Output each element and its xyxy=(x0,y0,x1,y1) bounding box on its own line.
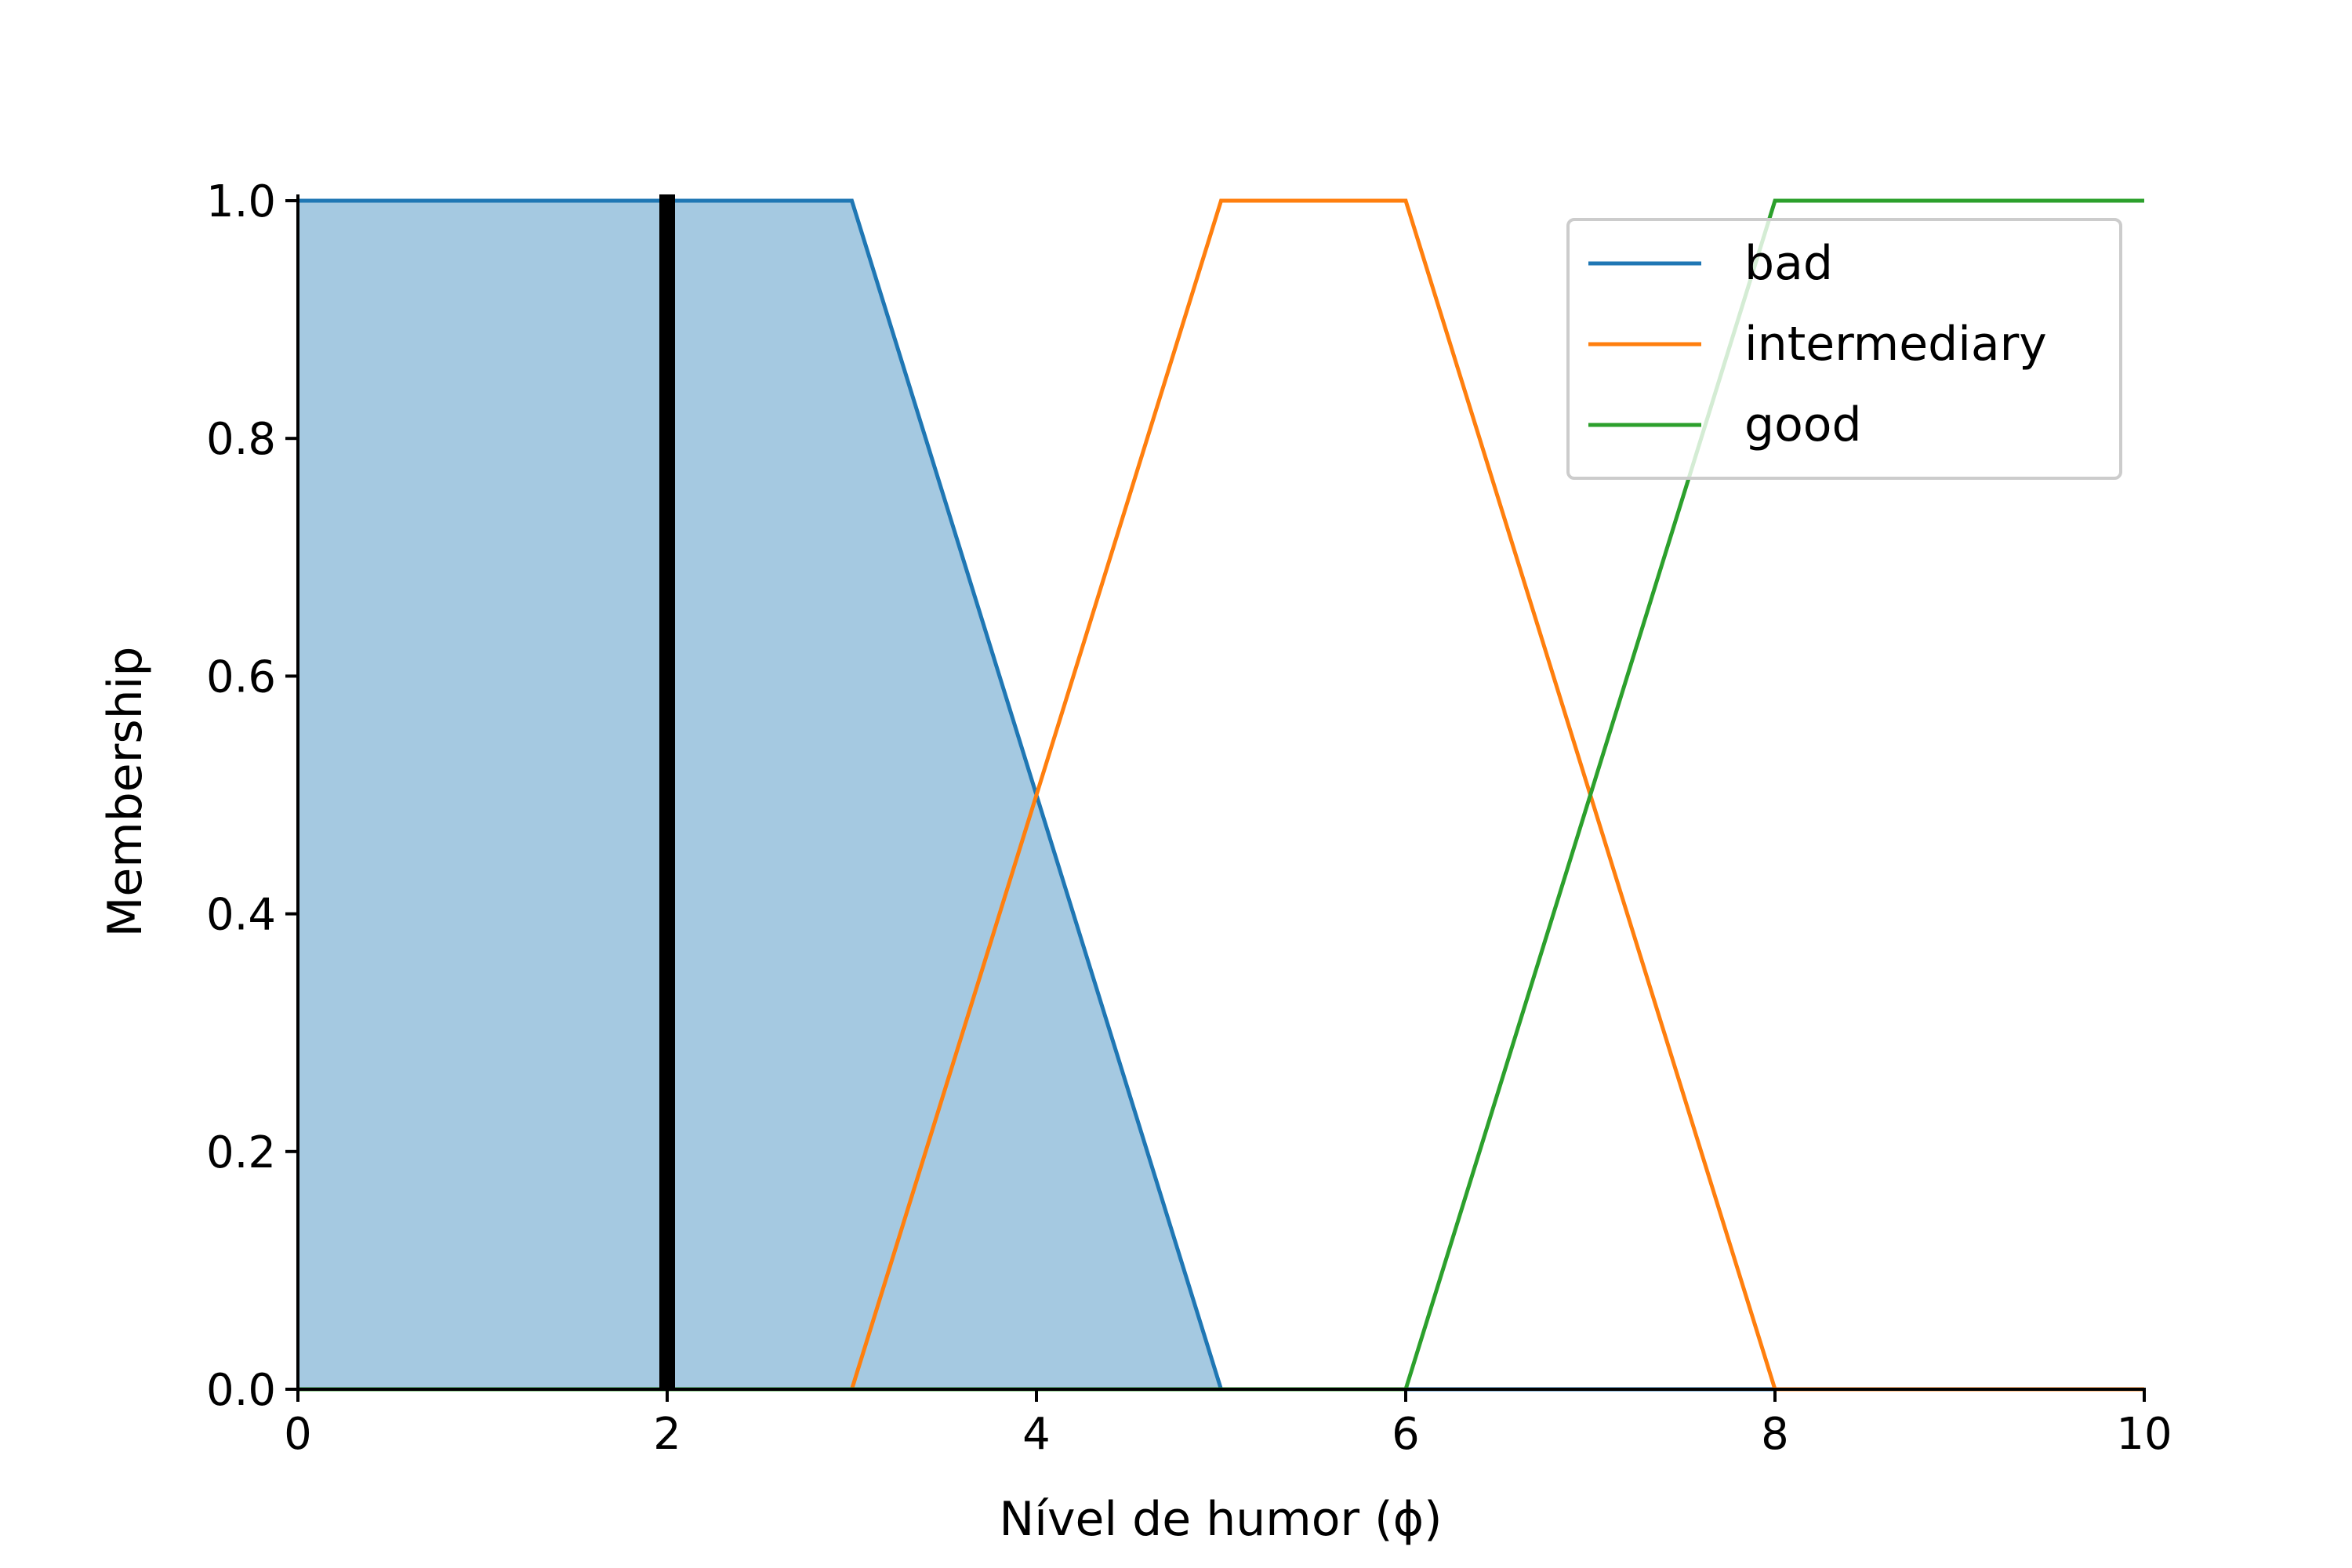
fill-layer xyxy=(298,201,1221,1389)
x-tick-label-0: 0 xyxy=(284,1409,312,1460)
legend: bad intermediary good xyxy=(1566,218,2122,480)
legend-box xyxy=(1566,218,2122,480)
y-tick-label-0.0: 0.0 xyxy=(206,1365,276,1416)
legend-label-good: good xyxy=(1744,397,1862,452)
y-axis-label: Membership xyxy=(98,647,153,938)
x-tick-label-6: 6 xyxy=(1392,1409,1420,1460)
filled-region-bad xyxy=(298,201,1221,1389)
x-tick-label-8: 8 xyxy=(1761,1409,1789,1460)
x-tick-label-2: 2 xyxy=(653,1409,681,1460)
legend-label-intermediary: intermediary xyxy=(1744,317,2047,372)
y-tick-label-0.8: 0.8 xyxy=(206,414,276,465)
y-tick-label-0.4: 0.4 xyxy=(206,890,276,941)
y-tick-label-1.0: 1.0 xyxy=(206,176,276,227)
y-tick-label-0.2: 0.2 xyxy=(206,1127,276,1178)
legend-label-bad: bad xyxy=(1744,236,1833,291)
x-tick-label-10: 10 xyxy=(2116,1409,2172,1460)
x-axis-label: Nível de humor (ϕ) xyxy=(999,1492,1442,1547)
axes-layer: 0 2 4 6 8 10 0.0 0.2 0.4 0.6 0.8 1.0 xyxy=(206,176,2172,1460)
x-tick-label-4: 4 xyxy=(1022,1409,1051,1460)
y-tick-label-0.6: 0.6 xyxy=(206,652,276,702)
